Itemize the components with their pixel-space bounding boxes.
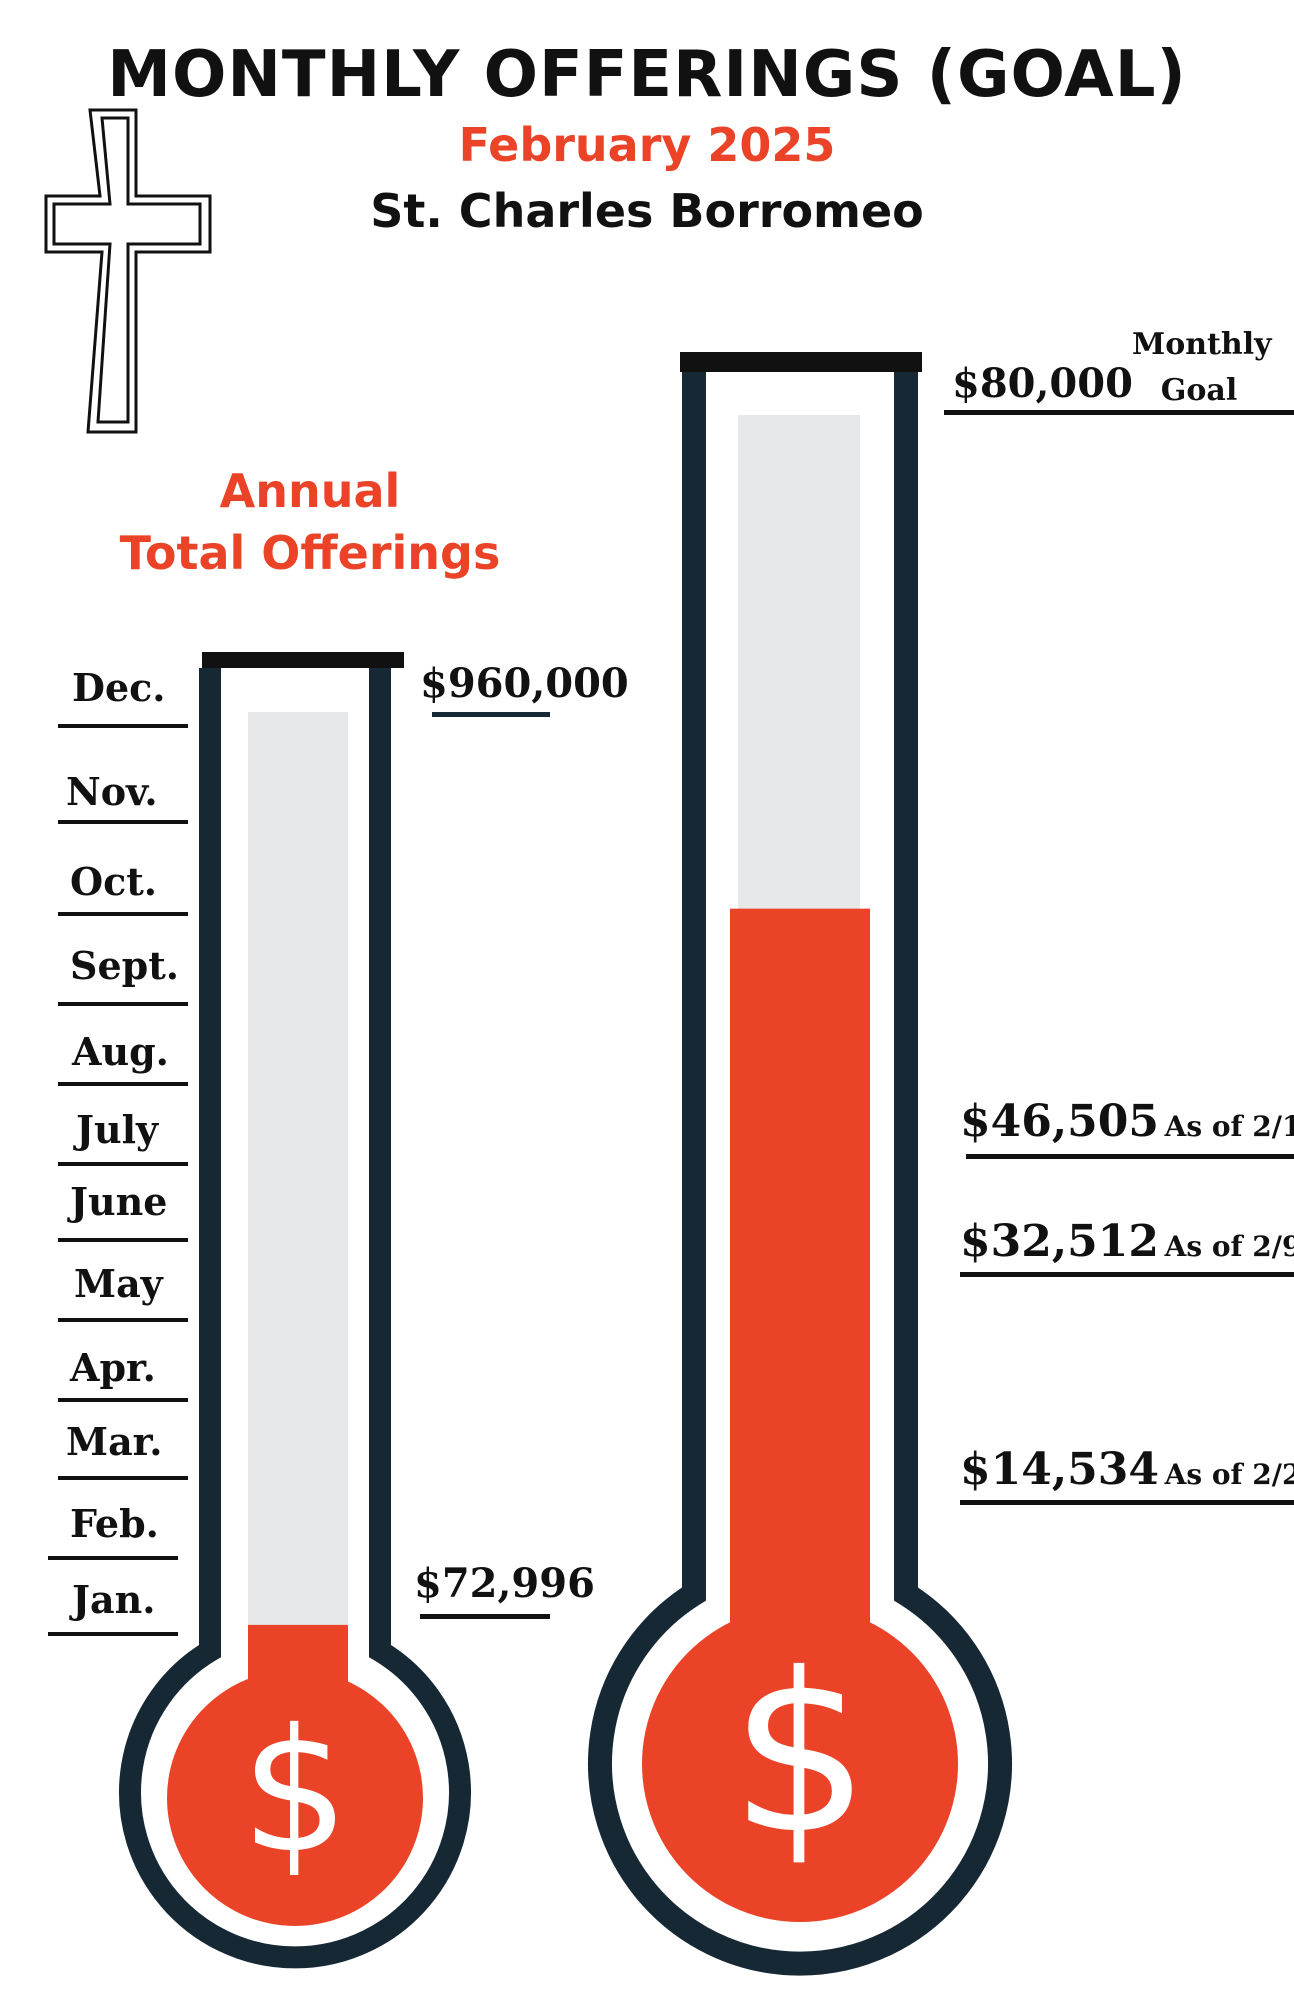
page-title: MONTHLY OFFERINGS (GOAL) xyxy=(107,38,1187,112)
month-tick xyxy=(58,912,188,916)
annual-heading: Annual Total Offerings xyxy=(100,460,520,584)
milestone-underline xyxy=(960,1500,1294,1505)
month-label: Jan. xyxy=(72,1577,156,1622)
milestone-label: $46,505 As of 2/18 xyxy=(960,1096,1294,1147)
dollar-sign-icon: $ xyxy=(241,1693,349,1891)
month-tick xyxy=(48,1556,178,1560)
month-tick xyxy=(58,1238,188,1242)
month-label: Oct. xyxy=(70,859,158,904)
milestone-amount: $32,512 xyxy=(960,1216,1160,1267)
monthly-goal-note-line2: Goal xyxy=(1160,373,1238,408)
month-label: Feb. xyxy=(70,1501,159,1546)
month-label: Dec. xyxy=(72,665,166,710)
monthly-goal-note-line1: Monthly xyxy=(1132,327,1272,362)
annual-heading-line1: Annual xyxy=(219,464,401,518)
annual-thermometer-cap xyxy=(202,652,404,668)
annual-current-label: $72,996 xyxy=(414,1560,595,1607)
annual-thermometer-bulb xyxy=(167,1670,423,1926)
monthly-thermometer-fill xyxy=(730,908,870,1713)
month-label: Apr. xyxy=(70,1345,156,1390)
month-tick xyxy=(58,1318,188,1322)
milestone-label: $32,512 As of 2/9 xyxy=(960,1216,1294,1267)
month-tick xyxy=(58,1476,188,1480)
month-label: Mar. xyxy=(66,1419,163,1464)
monthly-goal-note: Monthly Goal xyxy=(1132,322,1272,414)
month-label: Aug. xyxy=(72,1029,169,1074)
month-tick xyxy=(58,1162,188,1166)
milestone-date: As of 2/9 xyxy=(1164,1230,1294,1263)
month-tick xyxy=(48,1632,178,1636)
milestone-date: As of 2/18 xyxy=(1164,1110,1294,1143)
milestone-amount: $14,534 xyxy=(960,1444,1160,1495)
annual-thermometer-outline xyxy=(119,668,471,1969)
milestone-label: $14,534 As of 2/2 xyxy=(960,1444,1294,1495)
month-label: July xyxy=(76,1107,159,1152)
month-tick xyxy=(58,1398,188,1402)
month-tick xyxy=(58,1082,188,1086)
month-label: June xyxy=(70,1179,168,1224)
month-label: May xyxy=(74,1261,163,1306)
milestone-date: As of 2/2 xyxy=(1164,1458,1294,1491)
annual-thermometer: $ xyxy=(119,652,471,1969)
annual-thermometer-track xyxy=(248,712,348,1642)
page-subtitle: February 2025 xyxy=(458,118,836,172)
milestone-underline xyxy=(960,1272,1294,1277)
monthly-thermometer-cap xyxy=(680,352,922,372)
monthly-goal-label: $80,000 xyxy=(952,360,1133,407)
annual-heading-line2: Total Offerings xyxy=(119,526,501,580)
milestone-amount: $46,505 xyxy=(960,1096,1160,1147)
month-label: Nov. xyxy=(66,769,158,814)
annual-current-underline xyxy=(420,1614,550,1619)
parish-name: St. Charles Borromeo xyxy=(370,184,924,238)
month-tick xyxy=(58,1002,188,1006)
monthly-goal-underline xyxy=(944,410,1294,415)
milestone-underline xyxy=(966,1154,1294,1159)
annual-goal-label: $960,000 xyxy=(420,660,629,707)
monthly-thermometer-bulb xyxy=(642,1606,958,1922)
monthly-thermometer-outline xyxy=(588,360,1012,1976)
annual-goal-underline xyxy=(432,712,550,717)
dollar-sign-icon: $ xyxy=(730,1626,870,1882)
cross-icon xyxy=(44,108,212,434)
month-label: Sept. xyxy=(70,943,179,988)
month-tick xyxy=(58,820,188,824)
month-tick xyxy=(58,724,188,728)
